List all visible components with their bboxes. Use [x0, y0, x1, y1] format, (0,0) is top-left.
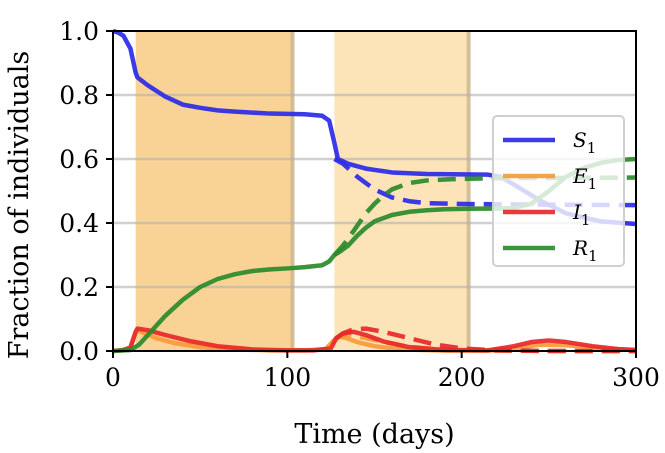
x-tick-label-1: 100: [263, 363, 311, 392]
y-tick-label-1: 0.2: [59, 273, 99, 302]
x-tick-label-3: 300: [612, 363, 660, 392]
legend-box: [492, 115, 625, 267]
x-tick-label-2: 200: [438, 363, 486, 392]
legend-label-s: S1: [573, 128, 596, 157]
series-line-i1-dashed: [334, 326, 636, 354]
legend: S1 E1 I1 R1: [492, 115, 625, 267]
plot-frame: [112, 30, 637, 352]
y-tick-label-2: 0.4: [59, 209, 99, 238]
y-axis-label: Fraction of individuals: [4, 51, 35, 360]
x-axis-label: Time (days): [294, 419, 454, 450]
y-tick-label-4: 0.8: [59, 81, 99, 110]
shaded-region-1: [135, 31, 293, 351]
shaded-regions: [135, 31, 471, 351]
y-tick-label-0: 0.0: [59, 337, 99, 366]
y-ticks: 0.0 0.2 0.4 0.6 0.8 1.0: [59, 17, 113, 366]
legend-label-e: E1: [572, 164, 597, 193]
legend-label-r: R1: [572, 236, 598, 265]
y-tick-label-3: 0.6: [59, 145, 99, 174]
y-tick-label-5: 1.0: [59, 17, 99, 46]
x-ticks: 0 100 200 300: [105, 351, 660, 392]
legend-label-i: I1: [572, 200, 590, 229]
x-tick-label-0: 0: [105, 363, 121, 392]
shaded-region-2: [334, 31, 469, 351]
